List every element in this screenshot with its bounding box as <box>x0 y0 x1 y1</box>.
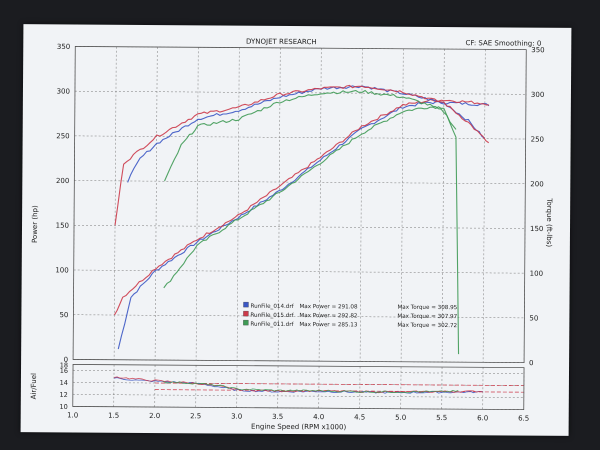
legend-torque-label: Max Torque = 302.72 <box>397 323 457 329</box>
legend-swatch <box>243 310 249 317</box>
legend-file-label: RunFile_011.drf <box>250 322 294 328</box>
y-axis-left-label: Power (hp) <box>31 205 39 243</box>
af-reference-line <box>154 382 524 386</box>
af-plot-frame <box>72 364 525 410</box>
x-tick-label: 3.0 <box>231 413 242 421</box>
grid-line-horizontal <box>73 269 525 274</box>
y-tick-label-left: 100 <box>55 266 68 274</box>
torque-series-line <box>114 84 490 226</box>
y-tick-label-right: 50 <box>529 314 538 322</box>
af-grid-line-horizontal <box>72 394 524 398</box>
x-tick-label: 5.0 <box>395 414 406 422</box>
power-series-line <box>117 100 490 350</box>
x-tick-label: 1.5 <box>108 412 119 420</box>
af-tick-label: 14 <box>60 379 68 387</box>
y-tick-label-right: 0 <box>529 359 534 367</box>
power-series-line <box>113 98 489 316</box>
legend-power-label: Max Power = 291.08 <box>299 304 358 310</box>
af-grid-line-horizontal <box>73 370 525 374</box>
main-plot-frame <box>72 46 527 363</box>
x-tick-label: 6.0 <box>477 414 488 422</box>
grid-line-vertical <box>236 47 240 361</box>
legend-file-label: RunFile_015.drf <box>250 313 294 319</box>
dyno-printout: DYNOJET RESEARCH CF: SAE Smoothing: 0 1.… <box>20 24 572 436</box>
y-tick-label-right: 200 <box>530 180 543 188</box>
y-tick-label-left: 300 <box>57 88 70 96</box>
grid-line-vertical <box>400 48 404 362</box>
torque-series-line <box>164 89 457 182</box>
grid-line-horizontal <box>74 135 526 140</box>
x-tick-label: 2.0 <box>149 412 160 420</box>
axes-layer: 1.0 1.5 2.0 2.5 3.0 3.5 4.0 4.5 5.0 5.5 6.0 6.5 0 0 50… <box>55 43 544 423</box>
af-tick-label: 12 <box>60 391 68 399</box>
grid-line-vertical <box>359 48 363 362</box>
af-tick-label: 18 <box>60 361 68 369</box>
series-layer <box>113 84 524 394</box>
grid-line-vertical <box>318 48 322 362</box>
legend-power-label: Max Power = 285.13 <box>299 322 358 328</box>
y-tick-label-left: 250 <box>56 132 69 140</box>
x-tick-label: 5.5 <box>436 414 447 422</box>
y-tick-label-right: 150 <box>530 225 543 233</box>
af-grid <box>72 364 525 410</box>
grid-line-vertical <box>195 47 199 361</box>
header-title: DYNOJET RESEARCH <box>246 38 317 46</box>
grid-line-horizontal <box>73 314 525 319</box>
grid-line-vertical <box>113 46 117 360</box>
dyno-chart: DYNOJET RESEARCH CF: SAE Smoothing: 0 1.… <box>30 38 553 432</box>
grid-line-vertical <box>277 47 281 361</box>
x-tick-label: 1.0 <box>67 411 78 419</box>
legend-torque-label: Max Torque = 307.97 <box>397 314 457 320</box>
legend: RunFile_014.drf Max Power = 291.08 Max Tor… <box>243 301 458 329</box>
grid-line-horizontal <box>74 225 526 229</box>
y-tick-label-left: 0 <box>64 356 69 364</box>
y-tick-label-right: 100 <box>530 270 543 278</box>
grid-line-vertical <box>482 49 486 363</box>
y-tick-label-left: 150 <box>56 222 69 230</box>
af-series-line <box>163 381 459 394</box>
grid-line-horizontal <box>74 180 526 184</box>
torque-series-line <box>127 85 485 183</box>
y-tick-label-left: 200 <box>56 177 69 185</box>
power-series-line <box>163 106 460 355</box>
header-settings: CF: SAE Smoothing: 0 <box>465 39 541 48</box>
legend-swatch <box>243 301 249 308</box>
y-tick-label-right: 350 <box>531 46 544 54</box>
af-tick-label: 16 <box>60 367 68 375</box>
y-tick-label-left: 350 <box>57 43 70 51</box>
x-tick-label: 6.5 <box>518 415 529 423</box>
grid-line-vertical <box>154 47 158 361</box>
legend-swatch <box>243 319 249 326</box>
x-tick-label: 4.5 <box>354 413 365 421</box>
y-tick-label-right: 250 <box>531 136 544 144</box>
legend-torque-label: Max Torque = 308.95 <box>397 305 457 311</box>
legend-power-label: Max Power = 292.82 <box>299 313 357 319</box>
x-tick-label: 2.5 <box>190 412 201 420</box>
legend-file-label: RunFile_014.drf <box>250 304 294 310</box>
x-tick-label: 3.5 <box>272 413 283 421</box>
x-tick-label: 4.0 <box>313 413 324 421</box>
af-tick-label: 10 <box>59 403 67 411</box>
af-axis-label: Air/Fuel <box>30 373 38 399</box>
y-tick-label-left: 50 <box>59 311 68 319</box>
y-axis-right-label: Torque (ft-lbs) <box>545 197 553 247</box>
y-tick-label-right: 300 <box>531 91 544 99</box>
af-grid-line-horizontal <box>72 382 524 386</box>
x-axis-label: Engine Speed (RPM x1000) <box>251 423 346 432</box>
